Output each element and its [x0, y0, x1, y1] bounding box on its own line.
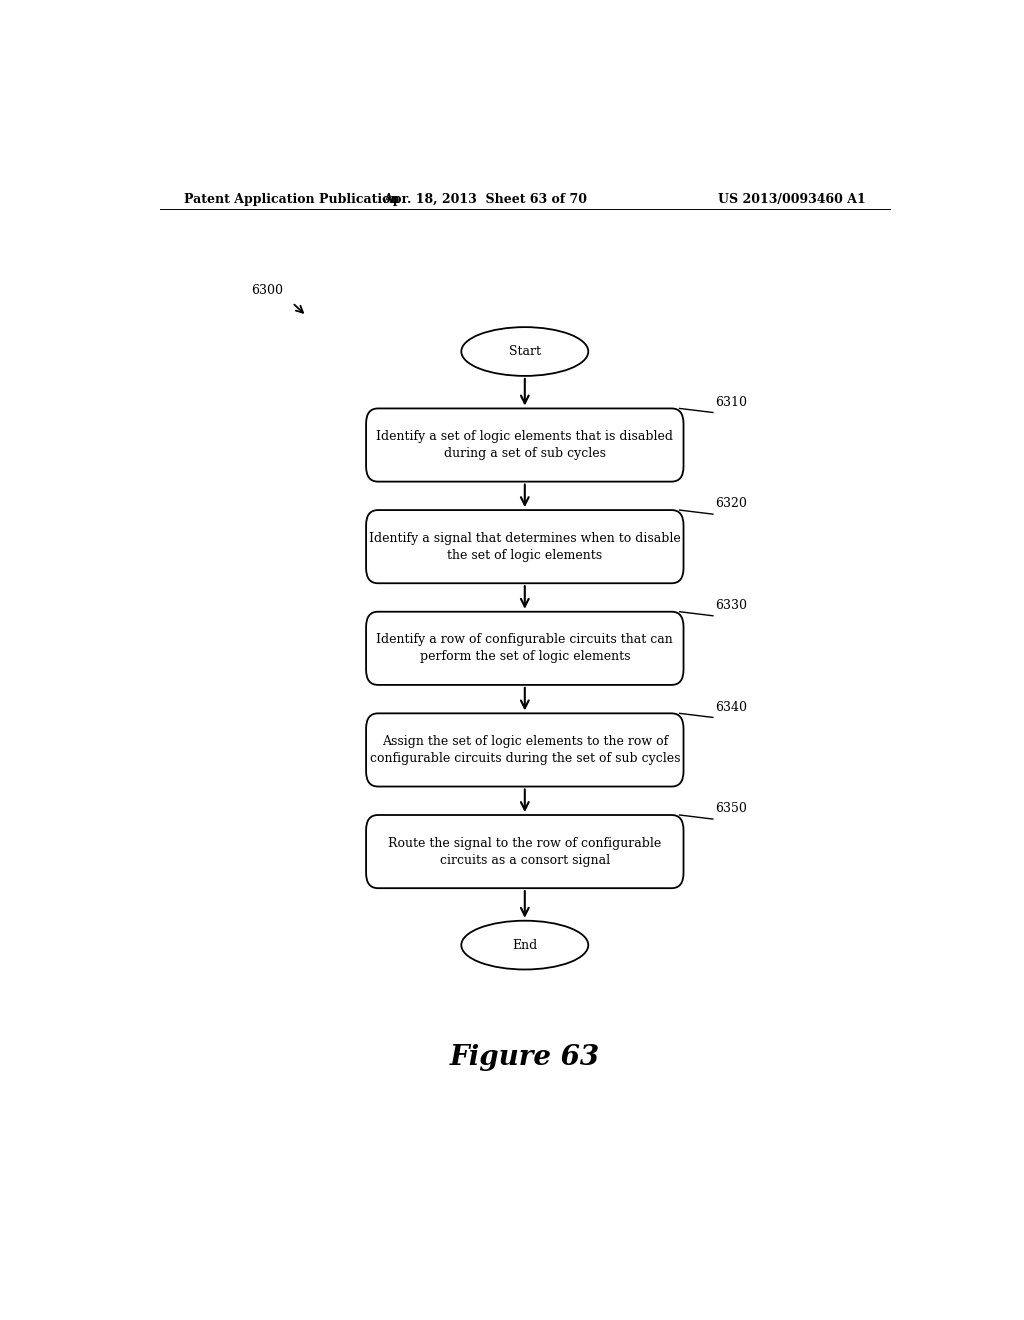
Text: Apr. 18, 2013  Sheet 63 of 70: Apr. 18, 2013 Sheet 63 of 70 — [383, 193, 587, 206]
Ellipse shape — [461, 327, 588, 376]
Text: Figure 63: Figure 63 — [450, 1044, 600, 1072]
Text: 6330: 6330 — [715, 599, 748, 612]
Text: Route the signal to the row of configurable
circuits as a consort signal: Route the signal to the row of configura… — [388, 837, 662, 867]
Text: US 2013/0093460 A1: US 2013/0093460 A1 — [718, 193, 866, 206]
Text: 6350: 6350 — [715, 803, 748, 816]
FancyBboxPatch shape — [367, 408, 684, 482]
Text: Patent Application Publication: Patent Application Publication — [183, 193, 399, 206]
FancyBboxPatch shape — [367, 611, 684, 685]
Text: Assign the set of logic elements to the row of
configurable circuits during the : Assign the set of logic elements to the … — [370, 735, 680, 766]
Text: Identify a signal that determines when to disable
the set of logic elements: Identify a signal that determines when t… — [369, 532, 681, 562]
Text: Identify a row of configurable circuits that can
perform the set of logic elemen: Identify a row of configurable circuits … — [377, 634, 673, 664]
Text: Identify a set of logic elements that is disabled
during a set of sub cycles: Identify a set of logic elements that is… — [376, 430, 674, 461]
Ellipse shape — [461, 921, 588, 969]
Text: Start: Start — [509, 345, 541, 358]
Text: 6340: 6340 — [715, 701, 748, 714]
FancyBboxPatch shape — [367, 713, 684, 787]
FancyBboxPatch shape — [367, 814, 684, 888]
FancyBboxPatch shape — [367, 510, 684, 583]
Text: 6310: 6310 — [715, 396, 748, 409]
Text: 6300: 6300 — [251, 284, 283, 297]
Text: End: End — [512, 939, 538, 952]
Text: 6320: 6320 — [715, 498, 748, 511]
